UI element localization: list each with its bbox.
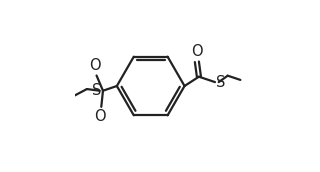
Text: S: S xyxy=(92,83,101,98)
Text: O: O xyxy=(94,109,106,124)
Text: O: O xyxy=(191,44,203,59)
Text: O: O xyxy=(89,58,101,73)
Text: S: S xyxy=(215,75,225,90)
